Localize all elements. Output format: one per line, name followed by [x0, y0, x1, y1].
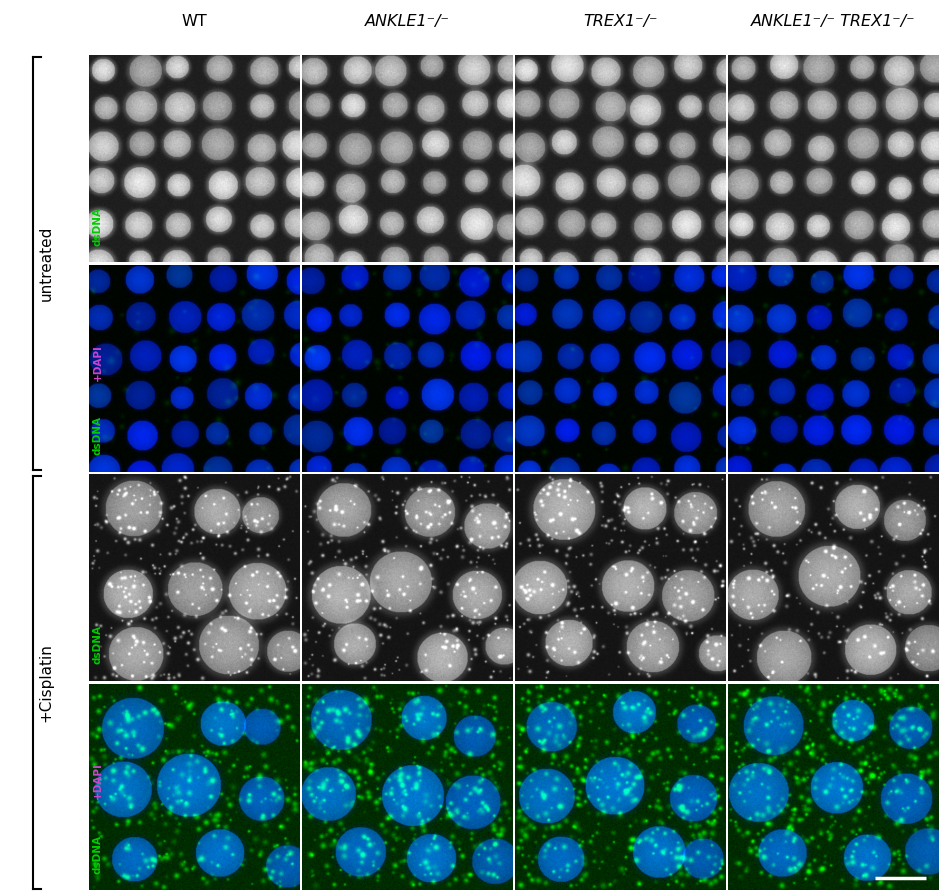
Text: +DAPI: +DAPI — [93, 763, 102, 799]
Text: ANKLE1⁻/⁻: ANKLE1⁻/⁻ — [365, 13, 449, 29]
Text: dsDNA: dsDNA — [93, 625, 102, 664]
Text: dsDNA: dsDNA — [93, 416, 102, 455]
Text: TREX1⁻/⁻: TREX1⁻/⁻ — [583, 13, 657, 29]
Text: dsDNA: dsDNA — [93, 835, 102, 873]
Text: dsDNA: dsDNA — [93, 206, 102, 246]
Text: ANKLE1⁻/⁻ TREX1⁻/⁻: ANKLE1⁻/⁻ TREX1⁻/⁻ — [751, 13, 916, 29]
Text: untreated: untreated — [39, 226, 54, 301]
Text: +DAPI: +DAPI — [93, 344, 102, 380]
Text: WT: WT — [181, 13, 207, 29]
Text: +Cisplatin: +Cisplatin — [39, 643, 54, 722]
